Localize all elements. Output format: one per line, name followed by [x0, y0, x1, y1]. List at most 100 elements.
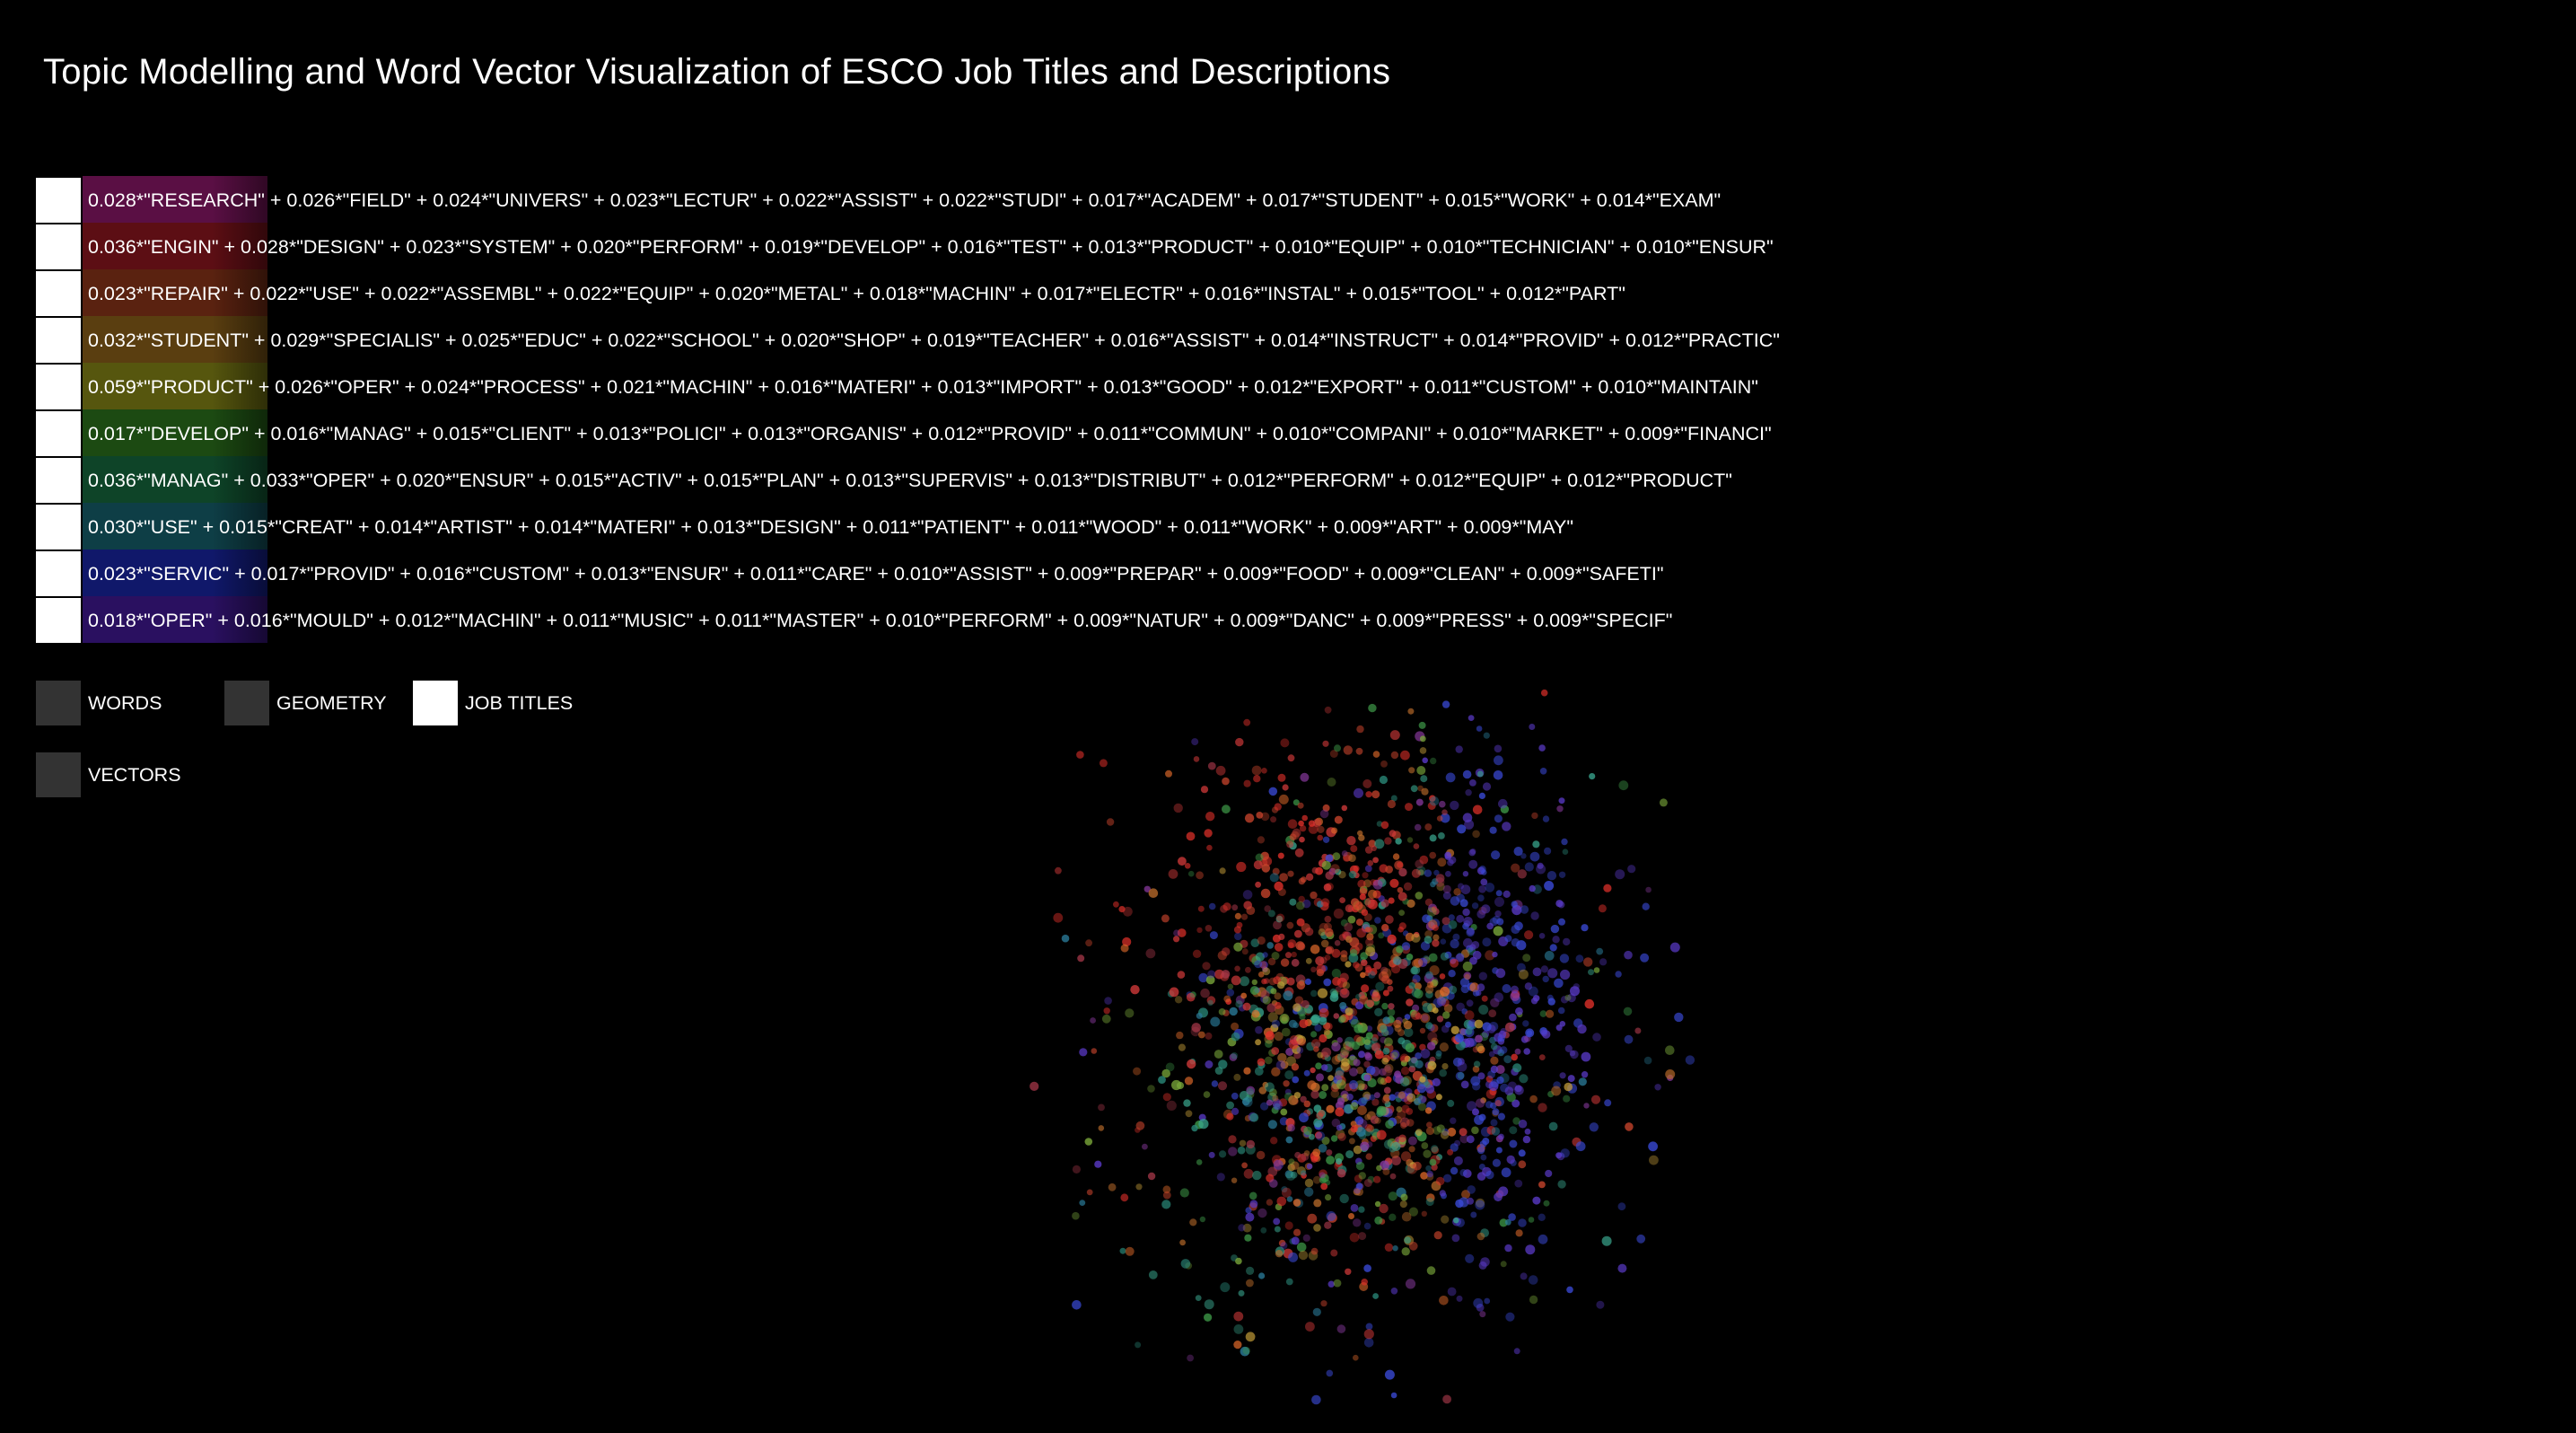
job-title-point	[1336, 1079, 1346, 1090]
job-title-point	[1389, 1213, 1397, 1222]
topic-toggle-4[interactable]	[36, 318, 81, 363]
job-title-point	[1654, 1084, 1661, 1091]
job-title-point	[1467, 1023, 1475, 1030]
job-title-point	[1349, 1233, 1360, 1243]
job-title-point	[1494, 1100, 1502, 1107]
job-title-point	[1416, 766, 1426, 775]
job-title-point	[1371, 1128, 1380, 1138]
job-title-point	[1398, 1134, 1406, 1143]
job-title-point	[1283, 1248, 1293, 1259]
job-title-point	[1242, 1223, 1252, 1233]
job-title-point	[1404, 1235, 1415, 1245]
job-title-point	[1339, 1002, 1347, 1009]
job-title-point	[1498, 798, 1508, 809]
job-title-point	[1364, 1052, 1373, 1061]
job-title-point	[1240, 992, 1248, 999]
job-title-point	[1162, 1191, 1171, 1200]
job-title-point	[1490, 1065, 1499, 1074]
topic-toggle-5[interactable]	[36, 365, 81, 409]
job-title-point	[1195, 1120, 1204, 1130]
job-title-point	[1173, 936, 1180, 943]
topic-toggle-8[interactable]	[36, 505, 81, 549]
job-title-point	[1205, 1032, 1213, 1040]
job-title-point	[1510, 1159, 1517, 1166]
job-title-point	[1559, 1072, 1566, 1079]
job-title-point	[1261, 864, 1271, 873]
job-title-point	[1570, 986, 1580, 997]
job-title-point	[1380, 1024, 1388, 1033]
job-title-point	[1415, 1130, 1422, 1138]
job-title-point	[1341, 1058, 1350, 1067]
job-title-point	[1380, 821, 1389, 830]
vectors-checkbox[interactable]	[36, 752, 81, 797]
job-title-point	[1424, 898, 1433, 907]
job-title-point	[1520, 905, 1529, 914]
job-title-point	[1442, 884, 1451, 894]
job-title-point	[1467, 1197, 1474, 1205]
job-title-point	[1427, 1024, 1435, 1032]
job-title-point	[1196, 1159, 1203, 1165]
topic-toggle-6[interactable]	[36, 411, 81, 456]
job-title-point	[1200, 988, 1210, 998]
job-title-point	[1573, 1018, 1583, 1028]
topic-toggle-7[interactable]	[36, 458, 81, 503]
job-title-point	[1539, 1010, 1547, 1017]
job-title-point	[1191, 738, 1199, 746]
job-title-point	[1494, 755, 1503, 766]
job-title-point	[1278, 1157, 1286, 1165]
job-title-point	[1214, 969, 1224, 980]
job-title-point	[1480, 1126, 1492, 1138]
job-title-point	[1262, 952, 1268, 958]
topic-toggle-9[interactable]	[36, 551, 81, 596]
job-title-point	[1399, 1053, 1409, 1063]
job-title-point	[1369, 968, 1378, 976]
job-title-point	[1500, 1046, 1508, 1054]
job-title-point	[1354, 1123, 1362, 1133]
job-title-point	[1398, 1139, 1406, 1148]
job-title-point	[1272, 1098, 1282, 1108]
job-title-point	[1538, 933, 1546, 939]
job-title-point	[1242, 1347, 1250, 1355]
job-title-point	[1353, 1218, 1362, 1227]
job-title-point	[1350, 845, 1358, 853]
job-title-point	[1294, 929, 1302, 938]
job-title-point	[1492, 1108, 1500, 1116]
topic-toggle-1[interactable]	[36, 178, 81, 223]
job-title-point	[1312, 818, 1322, 828]
job-title-point	[1330, 864, 1340, 874]
job-title-point	[1303, 1150, 1310, 1156]
topic-toggle-2[interactable]	[36, 224, 81, 269]
job-title-point	[1249, 1191, 1257, 1200]
job-title-point	[1388, 1003, 1395, 1010]
topic-toggle-10[interactable]	[36, 598, 81, 643]
job-title-point	[1425, 1198, 1434, 1207]
geometry-checkbox[interactable]	[224, 681, 269, 725]
job-title-point	[1357, 1022, 1363, 1029]
job-title-point	[1148, 1270, 1158, 1279]
job-title-point	[1423, 1079, 1433, 1089]
job-title-point	[1165, 769, 1172, 778]
words-checkbox[interactable]	[36, 681, 81, 725]
job-title-point	[1434, 877, 1445, 887]
job-title-point	[1401, 945, 1411, 954]
job-title-point	[1367, 860, 1374, 866]
job-title-point	[1485, 1075, 1494, 1083]
job-title-point	[1368, 703, 1377, 713]
job-title-point	[1436, 815, 1443, 822]
job-title-point	[1233, 1073, 1241, 1081]
job-title-point	[1364, 846, 1373, 854]
job-title-point	[1411, 979, 1418, 985]
job-title-point	[1341, 804, 1348, 812]
topic-toggle-3[interactable]	[36, 271, 81, 316]
job-title-point	[1389, 939, 1397, 945]
job-title-point	[1313, 1104, 1322, 1112]
job-title-point	[1407, 708, 1415, 715]
job-title-point	[1338, 934, 1346, 941]
job-titles-checkbox[interactable]	[413, 681, 458, 725]
job-title-point	[1343, 1103, 1354, 1114]
job-title-point	[1424, 823, 1433, 831]
topic-row-10: 0.018*"OPER" + 0.016*"MOULD" + 0.012*"MA…	[36, 596, 1831, 643]
job-title-point	[1381, 924, 1389, 932]
job-title-point	[1337, 1095, 1344, 1102]
job-title-point	[1564, 1082, 1573, 1092]
